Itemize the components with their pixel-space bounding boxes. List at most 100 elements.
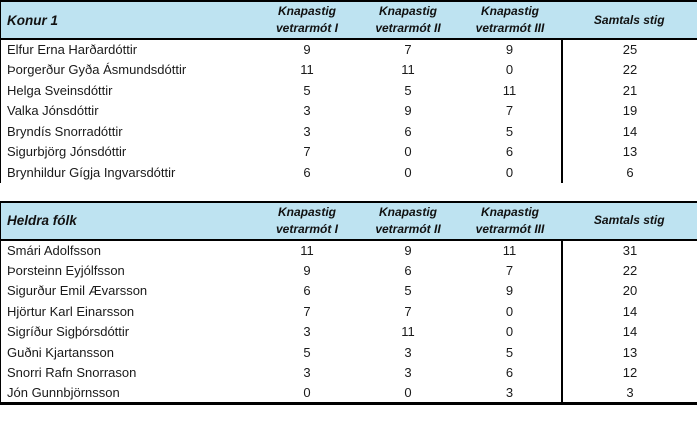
total-score-cell: 22 [560, 260, 697, 281]
score-cell: 9 [303, 262, 311, 278]
score-cell: 6 [303, 164, 311, 180]
table-row: Bryndís Snorradóttir 3 6 5 14 [0, 121, 697, 142]
competitor-name: Hjörtur Karl Einarsson [0, 301, 257, 322]
score-cell: 5 [404, 283, 412, 299]
score-cell: 0 [357, 383, 459, 405]
score-cell: 7 [303, 303, 311, 319]
score-cell: 3 [404, 365, 412, 381]
score-cell: 3 [303, 123, 311, 139]
total-score-cell: 31 [560, 239, 697, 260]
competitor-name: Þorgerður Gyða Ásmundsdóttir [0, 59, 257, 80]
competitor-name: Þorsteinn Eyjólfsson [0, 260, 257, 281]
score-cell: 3 [458, 383, 562, 405]
competitor-name: Guðni Kjartansson [0, 342, 257, 363]
score-cell: 5 [303, 82, 311, 98]
score-cell: 0 [256, 383, 358, 405]
table-row: Smári Adolfsson 11 9 11 31 [0, 239, 697, 260]
score-cell: 6 [404, 262, 412, 278]
table-body: Elfur Erna Harðardóttir 9 7 9 25 Þorgerður Gy… [0, 39, 697, 183]
table-row: Helga Sveinsdóttir 5 5 11 21 [0, 80, 697, 101]
table-row: Sigurbjörg Jónsdóttir 7 0 6 13 [0, 141, 697, 162]
total-score-cell: 13 [560, 141, 697, 162]
score-cell: 11 [401, 62, 415, 78]
score-cell: 7 [505, 262, 514, 278]
score-cell: 11 [401, 324, 415, 340]
score-cell: 6 [303, 283, 311, 299]
table-row: Jón Gunnbjörnsson 0 0 3 3 [0, 383, 697, 405]
total-score-cell: 25 [560, 39, 697, 60]
table-title: Konur 1 [0, 0, 257, 40]
score-cell: 3 [303, 324, 311, 340]
score-cell: 11 [300, 62, 314, 78]
score-cell: 11 [502, 82, 517, 98]
column-header-mot-3: Knapastig vetrarmót III [458, 0, 562, 40]
score-cell: 0 [505, 303, 514, 319]
competitor-name: Sigríður Sigþórsdóttir [0, 321, 257, 342]
score-table: Heldra fólk Knapastig vetrarmót I Knapas… [0, 200, 697, 406]
score-cell: 9 [404, 242, 412, 258]
table-row: Snorri Rafn Snorrason 3 3 6 12 [0, 362, 697, 383]
table-row: Guðni Kjartansson 5 3 5 13 [0, 342, 697, 363]
score-cell: 0 [505, 324, 514, 340]
score-table: Konur 1 Knapastig vetrarmót I Knapastig … [0, 0, 697, 183]
table-row: Hjörtur Karl Einarsson 7 7 0 14 [0, 301, 697, 322]
score-cell: 0 [505, 164, 514, 180]
table-row: Þorsteinn Eyjólfsson 9 6 7 22 [0, 260, 697, 281]
competitor-name: Jón Gunnbjörnsson [0, 383, 257, 405]
column-header-mot-1: Knapastig vetrarmót I [256, 200, 358, 241]
total-score-cell: 12 [560, 362, 697, 383]
score-cell: 7 [404, 303, 412, 319]
competitor-name: Helga Sveinsdóttir [0, 80, 257, 101]
total-score-cell: 14 [560, 121, 697, 142]
score-cell: 7 [404, 42, 412, 58]
total-score-cell: 13 [560, 342, 697, 363]
score-cell: 5 [404, 82, 412, 98]
competitor-name: Sigurður Emil Ævarsson [0, 280, 257, 301]
competitor-name: Smári Adolfsson [0, 239, 257, 260]
score-cell: 6 [505, 144, 514, 160]
score-cell: 9 [303, 42, 311, 58]
table-title: Heldra fólk [0, 200, 257, 241]
competitor-name: Brynhildur Gígja Ingvarsdóttir [0, 162, 257, 183]
competitor-name: Elfur Erna Harðardóttir [0, 39, 257, 60]
competitor-name: Sigurbjörg Jónsdóttir [0, 141, 257, 162]
score-cell: 6 [404, 123, 412, 139]
table-row: Valka Jónsdóttir 3 9 7 19 [0, 100, 697, 121]
score-cell: 5 [505, 123, 514, 139]
score-cell: 3 [404, 344, 412, 360]
score-cell: 11 [502, 242, 517, 258]
score-cell: 9 [505, 42, 514, 58]
column-header-mot-2: Knapastig vetrarmót II [357, 200, 459, 241]
total-score-cell: 21 [560, 80, 697, 101]
total-score-cell: 20 [560, 280, 697, 301]
score-cell: 7 [303, 144, 311, 160]
score-cell: 0 [404, 144, 412, 160]
total-score-cell: 19 [560, 100, 697, 121]
table-row: Sigríður Sigþórsdóttir 3 11 0 14 [0, 321, 697, 342]
column-header-mot-3: Knapastig vetrarmót III [458, 200, 562, 241]
score-cell: 9 [404, 103, 412, 119]
competitor-name: Valka Jónsdóttir [0, 100, 257, 121]
total-score-cell: 14 [560, 301, 697, 322]
score-cell: 3 [303, 103, 311, 119]
table-row: Sigurður Emil Ævarsson 6 5 9 20 [0, 280, 697, 301]
total-score-cell: 22 [560, 59, 697, 80]
tables-container: Konur 1 Knapastig vetrarmót I Knapastig … [0, 0, 697, 405]
column-header-mot-1: Knapastig vetrarmót I [256, 0, 358, 40]
total-score-cell: 6 [560, 162, 697, 183]
column-header-total: Samtals stig [561, 200, 697, 241]
score-cell: 6 [505, 365, 514, 381]
table-row: Elfur Erna Harðardóttir 9 7 9 25 [0, 39, 697, 60]
score-cell: 9 [505, 283, 514, 299]
score-cell: 0 [404, 164, 412, 180]
table-body: Smári Adolfsson 11 9 11 31 Þorsteinn Eyjólfss… [0, 239, 697, 405]
header-row: Konur 1 Knapastig vetrarmót I Knapastig … [0, 0, 697, 40]
score-cell: 0 [505, 62, 514, 78]
header-row: Heldra fólk Knapastig vetrarmót I Knapas… [0, 200, 697, 241]
score-cell: 5 [505, 344, 514, 360]
table-row: Þorgerður Gyða Ásmundsdóttir 11 11 0 22 [0, 59, 697, 80]
column-header-mot-2: Knapastig vetrarmót II [357, 0, 459, 40]
competitor-name: Bryndís Snorradóttir [0, 121, 257, 142]
table-row: Brynhildur Gígja Ingvarsdóttir 6 0 0 6 [0, 162, 697, 183]
total-score-cell: 3 [560, 383, 697, 405]
